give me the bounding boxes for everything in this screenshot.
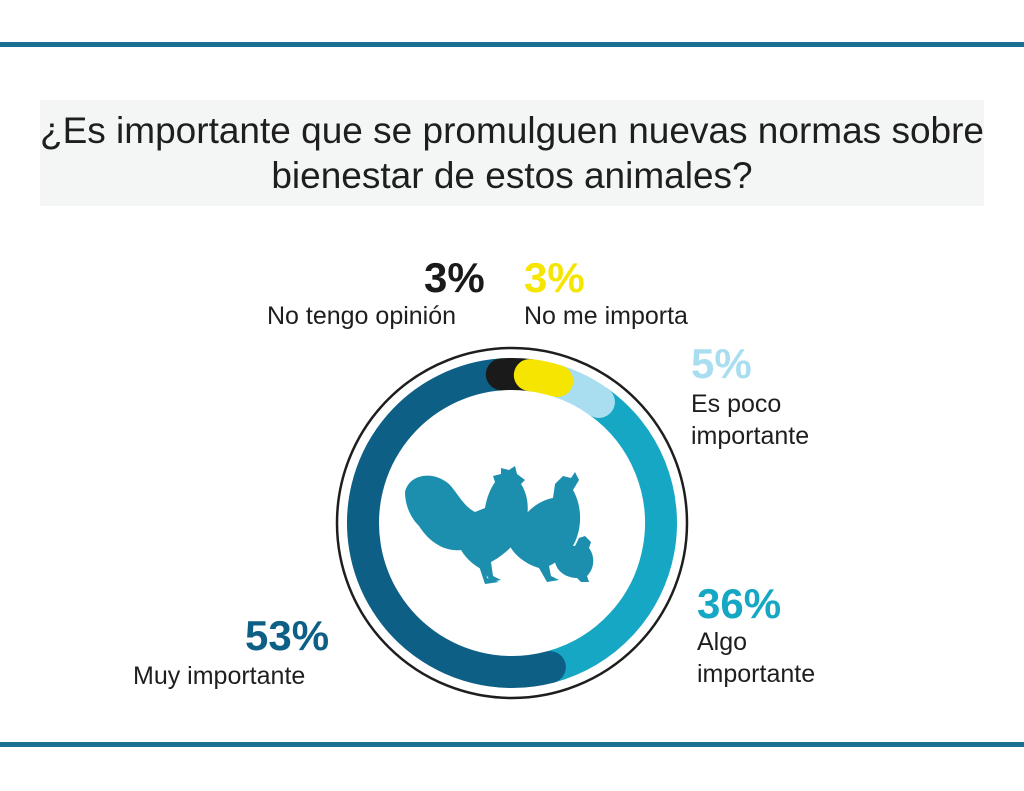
top-rule — [0, 42, 1024, 47]
slice-muy-importante — [347, 358, 566, 688]
chart-title: ¿Es importante que se promulguen nuevas … — [40, 110, 985, 196]
label-muy-importante: Muy importante — [133, 662, 306, 690]
title-background — [40, 100, 984, 206]
label-algo-importante: Algo importante — [697, 628, 816, 688]
slice-no-importa-cap — [513, 359, 574, 398]
donut-slices — [347, 358, 677, 688]
label-no-importa: No me importa — [524, 302, 688, 330]
pct-no-importa: 3% — [524, 254, 585, 301]
hen-rooster-chick-icon — [405, 466, 594, 584]
bottom-rule — [0, 742, 1024, 747]
label-no-opinion: No tengo opinión — [267, 302, 457, 330]
pct-poco-importante: 5% — [691, 340, 752, 387]
chick-icon — [555, 536, 594, 582]
pct-no-opinion: 3% — [424, 254, 485, 301]
slice-algo-importante — [533, 385, 677, 684]
label-poco-importante: Es poco importante — [691, 390, 810, 450]
pct-algo-importante: 36% — [697, 580, 782, 627]
pct-muy-importante: 53% — [245, 612, 330, 659]
rooster-legs-icon — [479, 564, 499, 584]
rooster-icon — [405, 466, 528, 582]
